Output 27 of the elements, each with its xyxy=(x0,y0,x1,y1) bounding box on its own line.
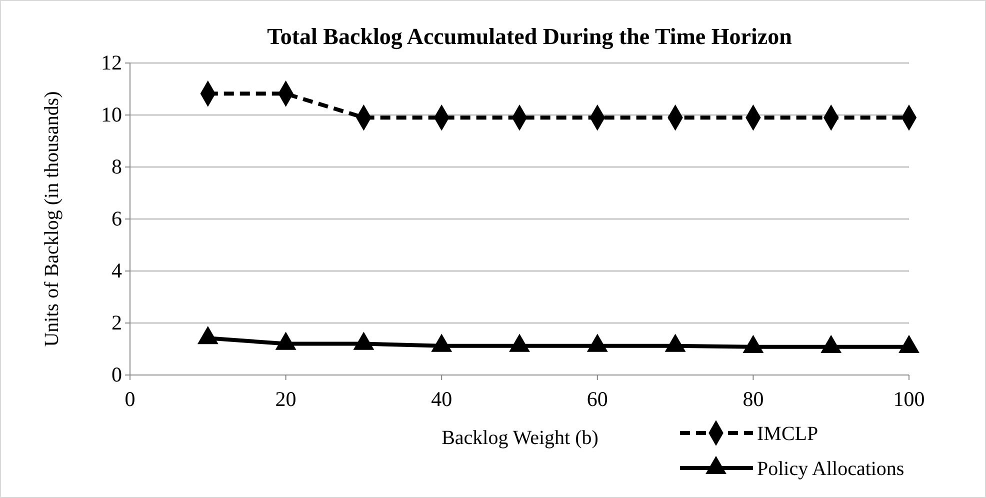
x-tick-label: 100 xyxy=(893,387,925,412)
x-tick-label: 20 xyxy=(275,387,296,412)
y-tick-label: 6 xyxy=(112,206,122,231)
x-tick-label: 60 xyxy=(586,387,608,412)
x-tick-label: 40 xyxy=(431,387,452,412)
chart-title: Total Backlog Accumulated During the Time Horizon xyxy=(267,24,792,50)
legend-label: IMCLP xyxy=(757,423,818,445)
y-tick-label: 12 xyxy=(101,50,122,75)
y-axis-title: Units of Backlog (in thousands) xyxy=(41,91,63,347)
x-axis-title: Backlog Weight (b) xyxy=(442,427,598,449)
point xyxy=(275,332,296,350)
point xyxy=(664,334,686,352)
point xyxy=(898,334,920,353)
point xyxy=(431,334,452,352)
point xyxy=(742,334,764,353)
y-tick-label: 8 xyxy=(112,154,122,179)
x-tick-label: 80 xyxy=(742,387,764,412)
y-tick-label: 2 xyxy=(112,310,122,335)
y-tick-label: 4 xyxy=(112,258,122,283)
legend-label: Policy Allocations xyxy=(757,458,904,480)
point xyxy=(820,334,842,353)
y-tick-label: 10 xyxy=(101,102,122,127)
point xyxy=(197,326,218,344)
point xyxy=(353,332,374,350)
point xyxy=(586,334,608,352)
point xyxy=(509,334,530,352)
y-tick-label: 0 xyxy=(112,362,122,387)
